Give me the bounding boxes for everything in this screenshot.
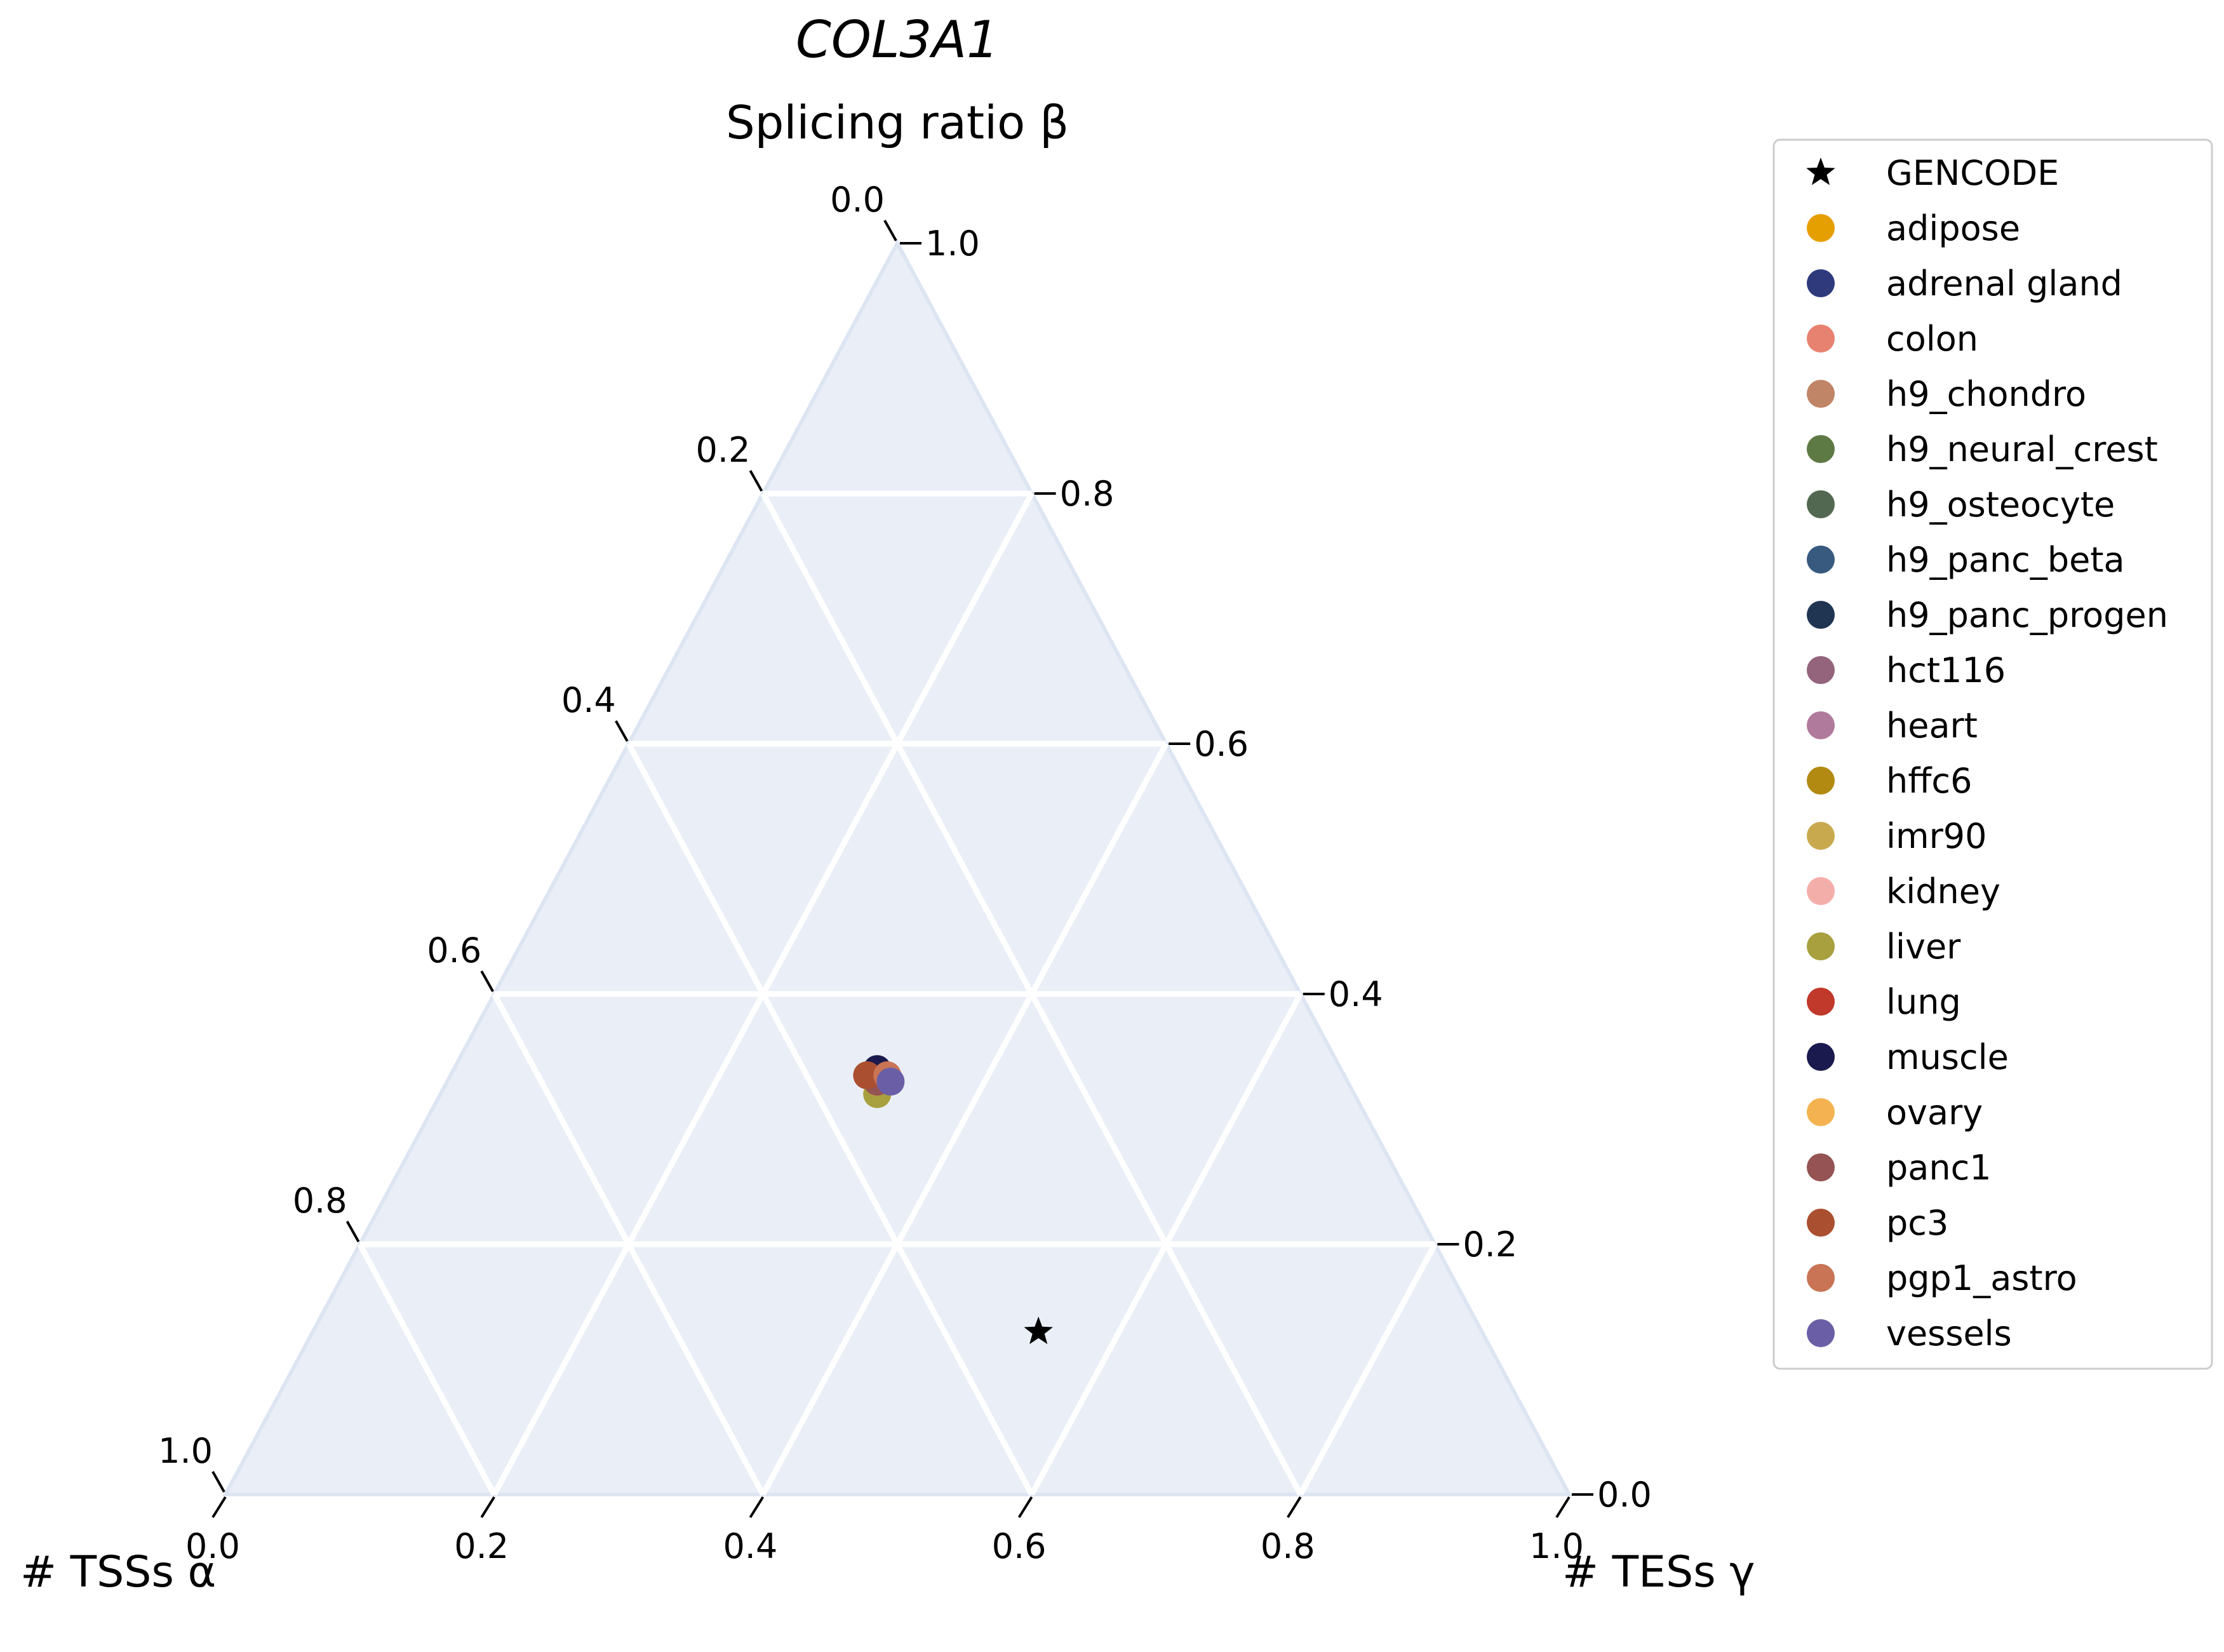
legend-marker-hffc6 [1807, 767, 1835, 795]
legend-label-imr90: imr90 [1886, 816, 1987, 856]
left-axis-label: # TSSs α [20, 1547, 216, 1597]
legend-marker-adipose [1807, 214, 1835, 242]
right-tick-label: 0.6 [1194, 724, 1249, 764]
bottom-tick [1555, 1496, 1571, 1519]
legend-frame [1772, 138, 2213, 1370]
legend-label-ovary: ovary [1886, 1092, 1983, 1132]
legend-marker-pc3 [1807, 1209, 1835, 1237]
legend-marker-vessels [1807, 1319, 1835, 1347]
top-axis-label: Splicing ratio β [726, 96, 1069, 149]
bottom-tick [1017, 1496, 1033, 1519]
right-axis-label: # TESs γ [1562, 1547, 1755, 1597]
bottom-tick-label: 0.4 [723, 1526, 777, 1566]
legend-marker-liver [1807, 932, 1835, 960]
bottom-tick-label: 0.8 [1261, 1526, 1315, 1566]
legend-marker-lung [1807, 988, 1835, 1016]
point-vessels [876, 1067, 905, 1096]
grid-line [626, 742, 1035, 1496]
legend-label-adipose: adipose [1886, 208, 2020, 248]
legend-marker-gencode [1806, 158, 1835, 185]
right-tick-label: 0.0 [1597, 1475, 1652, 1515]
legend-label-panc1: panc1 [1886, 1148, 1992, 1188]
legend-label-hct116: hct116 [1886, 650, 2006, 690]
legend-marker-imr90 [1807, 822, 1835, 850]
legend-label-vessels: vessels [1886, 1313, 2012, 1353]
legend-marker-h9-panc-beta [1807, 546, 1835, 574]
legend-label-h9-panc-progen: h9_panc_progen [1886, 595, 2168, 635]
grid-line [760, 742, 1169, 1496]
legend-marker-colon [1807, 325, 1835, 353]
axis-ticks: 0.0 0.0 0.0 0.2 0.2 0.2 0.4 0.4 0.4 0.6 0.6 0.6 0.8 0… [158, 180, 1652, 1566]
grid-line [492, 992, 766, 1496]
legend-label-adrenal-gland: adrenal gland [1886, 264, 2122, 304]
legend-label-pc3: pc3 [1886, 1203, 1948, 1243]
left-tick-label: 0.8 [293, 1181, 347, 1221]
legend-marker-heart [1807, 711, 1835, 739]
left-tick [749, 470, 763, 492]
legend: GENCODE adipose adrenal gland colon h9_chond… [1772, 138, 2213, 1370]
legend-label-pgp1-astro: pgp1_astro [1886, 1258, 2077, 1298]
legend-label-colon: colon [1886, 319, 1978, 359]
legend-marker-ovary [1807, 1098, 1835, 1126]
legend-marker-pgp1-astro [1807, 1264, 1835, 1292]
right-tick-label: 0.8 [1060, 474, 1115, 514]
legend-marker-h9-chondro [1807, 380, 1835, 408]
left-tick-label: 0.4 [561, 680, 616, 720]
left-tick [883, 220, 897, 241]
legend-marker-h9-panc-progen [1807, 601, 1835, 629]
point-pc3 [853, 1061, 881, 1090]
chart-title: COL3A1 [796, 10, 999, 69]
point-gencode [1024, 1316, 1053, 1345]
right-tick-label: 0.2 [1463, 1225, 1517, 1265]
bottom-tick [211, 1496, 227, 1519]
legend-marker-kidney [1807, 877, 1835, 905]
legend-marker-h9-neural-crest [1807, 435, 1835, 463]
bottom-tick-label: 0.6 [992, 1526, 1047, 1566]
legend-marker-panc1 [1807, 1153, 1835, 1181]
left-tick-label: 0.0 [830, 180, 885, 220]
bottom-tick [1287, 1496, 1302, 1519]
legend-label-gencode: GENCODE [1886, 153, 2059, 193]
bottom-tick-label: 0.2 [454, 1526, 509, 1566]
grid-line [1029, 992, 1303, 1496]
left-tick-label: 1.0 [158, 1431, 213, 1471]
grid-line [1297, 1242, 1438, 1496]
legend-marker-h9-osteocyte [1807, 490, 1835, 518]
legend-marker-muscle [1807, 1043, 1835, 1071]
grid-lines [357, 490, 1438, 1496]
legend-label-h9-neural-crest: h9_neural_crest [1886, 429, 2158, 469]
legend-label-h9-osteocyte: h9_osteocyte [1886, 485, 2115, 525]
right-tick-label: 1.0 [925, 224, 980, 264]
grid-line [357, 1242, 497, 1496]
legend-label-h9-chondro: h9_chondro [1886, 374, 2086, 414]
bottom-tick-label: 1.0 [1529, 1526, 1584, 1566]
bottom-tick [749, 1496, 765, 1519]
bottom-tick-label: 0.0 [185, 1526, 240, 1566]
bottom-tick [480, 1496, 495, 1519]
right-tick-label: 0.4 [1329, 974, 1383, 1014]
left-tick-label: 0.6 [427, 930, 481, 970]
data-points [853, 1055, 1053, 1345]
left-tick [480, 970, 494, 992]
legend-label-heart: heart [1886, 706, 1978, 746]
legend-label-muscle: muscle [1886, 1037, 2009, 1077]
legend-label-liver: liver [1886, 927, 1961, 967]
legend-label-h9-panc-beta: h9_panc_beta [1886, 540, 2125, 580]
left-tick [345, 1221, 360, 1242]
legend-marker-hct116 [1807, 656, 1835, 684]
legend-label-kidney: kidney [1886, 871, 2000, 911]
legend-label-lung: lung [1886, 982, 1961, 1022]
plot-area [222, 239, 1573, 1496]
left-tick [211, 1471, 225, 1493]
left-tick [615, 720, 629, 742]
legend-label-hffc6: hffc6 [1886, 761, 1972, 801]
left-tick-label: 0.2 [696, 430, 751, 470]
legend-marker-adrenal-gland [1807, 269, 1835, 297]
